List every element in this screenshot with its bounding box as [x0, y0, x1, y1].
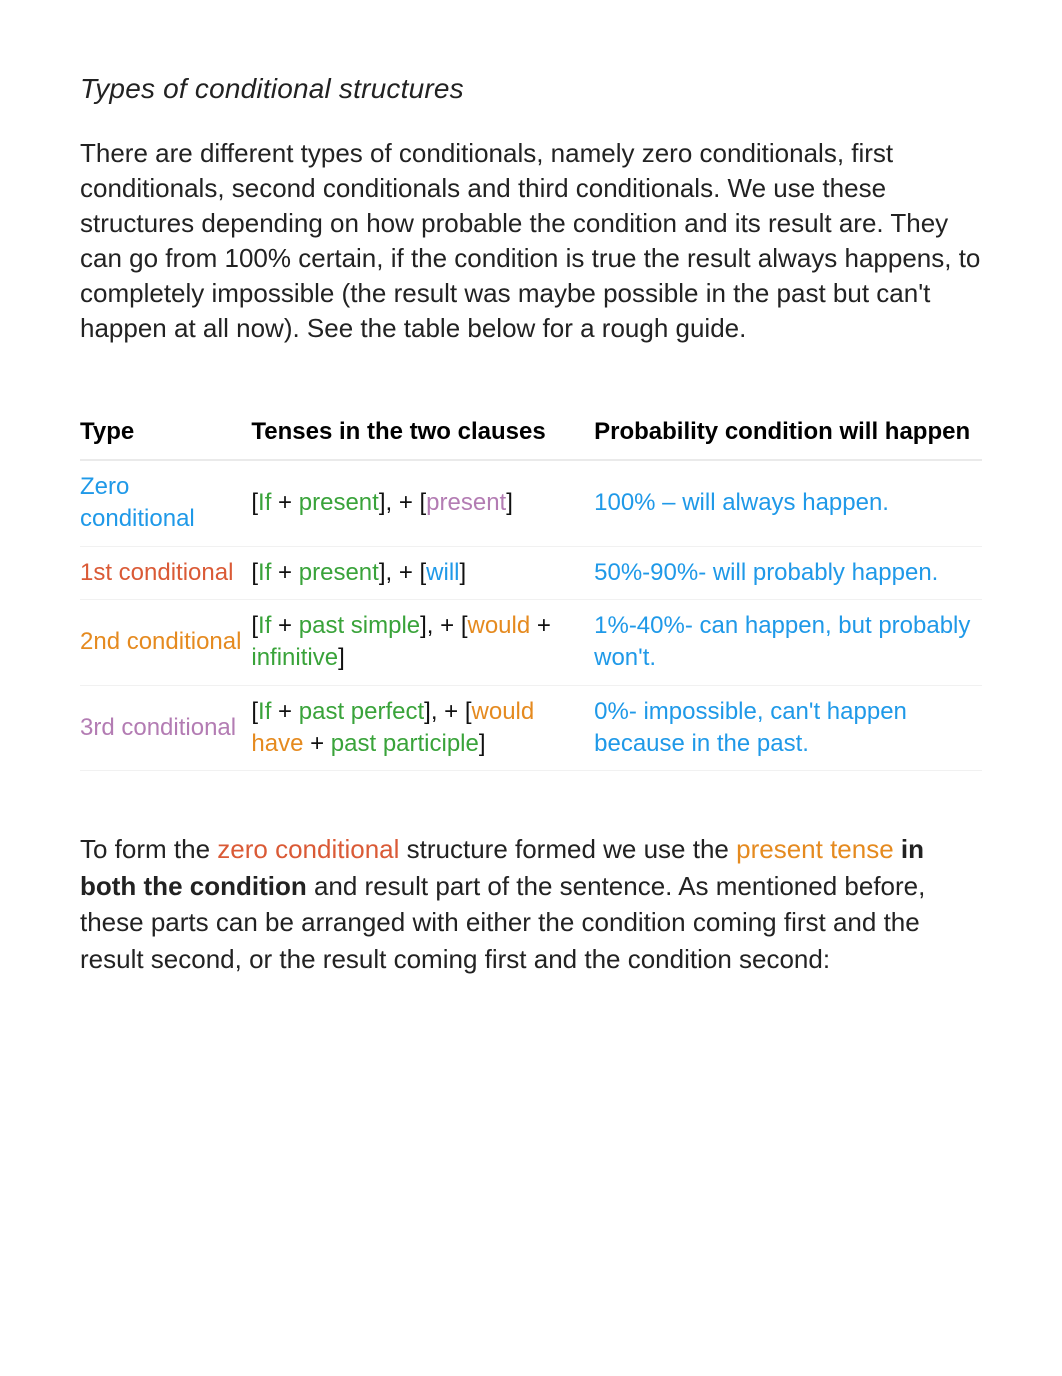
kw-if: If — [258, 612, 271, 639]
outro-text: To form the — [80, 834, 217, 864]
table-row: 1st conditional [If + present], + [will]… — [80, 546, 982, 599]
kw-right: present — [426, 489, 506, 516]
cell-tenses: [If + past simple], + [would + infinitiv… — [251, 599, 594, 685]
kw-if: If — [258, 489, 271, 516]
cell-type: 1st conditional — [80, 546, 251, 599]
col-header-tenses: Tenses in the two clauses — [251, 406, 594, 459]
intro-paragraph: There are different types of conditional… — [80, 136, 982, 347]
plus: + — [303, 730, 330, 757]
cell-probability: 1%-40%- can happen, but probably won't. — [594, 599, 982, 685]
table-row: Zero conditional [If + present], + [pres… — [80, 460, 982, 546]
kw-left: past simple — [299, 612, 420, 639]
kw-left: present — [299, 489, 379, 516]
cell-type: Zero conditional — [80, 460, 251, 546]
bracket: ], + [ — [420, 612, 467, 639]
kw-right-a: would — [468, 612, 531, 639]
bracket: ], + [ — [379, 559, 426, 586]
cell-tenses: [If + past perfect], + [would have + pas… — [251, 685, 594, 771]
cell-type: 3rd conditional — [80, 685, 251, 771]
cell-probability: 0%- impossible, can't happen because in … — [594, 685, 982, 771]
plus: + — [271, 612, 298, 639]
kw-left: present — [299, 559, 379, 586]
plus: + — [530, 612, 551, 639]
bracket: ] — [479, 730, 486, 757]
col-header-probability: Probability condition will happen — [594, 406, 982, 459]
kw-left: past perfect — [299, 698, 424, 725]
bracket: ] — [506, 489, 513, 516]
outro-present-tense: present tense — [736, 834, 894, 864]
cell-tenses: [If + present], + [present] — [251, 460, 594, 546]
cell-probability: 100% – will always happen. — [594, 460, 982, 546]
table-header-row: Type Tenses in the two clauses Probabili… — [80, 406, 982, 459]
section-heading: Types of conditional structures — [80, 70, 982, 108]
conditionals-table: Type Tenses in the two clauses Probabili… — [80, 406, 982, 771]
outro-text — [894, 834, 901, 864]
kw-if: If — [258, 559, 271, 586]
kw-if: If — [258, 698, 271, 725]
plus: + — [271, 698, 298, 725]
col-header-type: Type — [80, 406, 251, 459]
table-row: 3rd conditional [If + past perfect], + [… — [80, 685, 982, 771]
outro-paragraph: To form the zero conditional structure f… — [80, 831, 982, 977]
plus: + — [271, 489, 298, 516]
cell-probability: 50%-90%- will probably happen. — [594, 546, 982, 599]
bracket: ], + [ — [379, 489, 426, 516]
cell-tenses: [If + present], + [will] — [251, 546, 594, 599]
bracket: ], + [ — [424, 698, 471, 725]
outro-text: structure formed we use the — [399, 834, 736, 864]
bracket: ] — [338, 644, 345, 671]
plus: + — [271, 559, 298, 586]
kw-right-b: infinitive — [251, 644, 338, 671]
table-row: 2nd conditional [If + past simple], + [w… — [80, 599, 982, 685]
bracket: ] — [460, 559, 467, 586]
outro-zero-conditional: zero conditional — [217, 834, 399, 864]
cell-type: 2nd conditional — [80, 599, 251, 685]
kw-right: will — [426, 559, 459, 586]
kw-right-b: past participle — [331, 730, 479, 757]
